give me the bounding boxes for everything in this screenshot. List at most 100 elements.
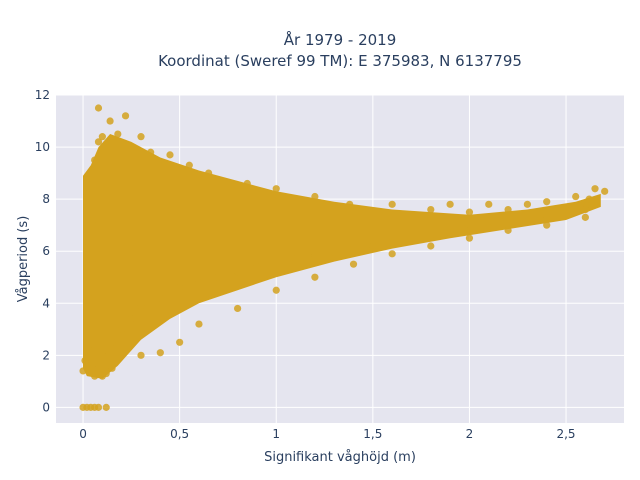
data-point [79,367,87,375]
data-point [311,192,319,201]
data-point [121,112,130,120]
y-tick-label: 6 [42,244,50,258]
data-point [427,205,435,214]
y-tick-label: 2 [42,348,50,362]
data-point [585,195,593,203]
data-point [591,185,599,193]
data-point [346,200,354,208]
data-point [311,273,319,281]
data-point [156,294,164,302]
data-point [89,260,97,268]
data-point [446,229,454,237]
data-point [504,226,512,234]
data-point [102,148,110,156]
data-point [185,161,193,169]
data-point [388,238,396,246]
y-axis-title: Vågperiod (s) [16,216,31,303]
data-point [446,200,454,208]
data-point [407,235,416,244]
data-point [108,364,116,372]
data-point [85,294,93,302]
data-point [234,268,242,276]
data-point [89,216,97,224]
data-point [504,205,512,214]
data-point [87,174,95,182]
data-point [272,286,280,294]
data-point [272,185,280,193]
data-points [79,104,609,411]
data-point [176,284,184,292]
data-point [102,369,110,378]
data-point [85,346,93,354]
data-point [465,226,474,234]
data-point [581,205,589,214]
data-point [427,231,435,240]
x-tick-label: 0,5 [170,427,189,441]
x-tick-label: 0 [79,427,87,441]
data-point [98,133,106,141]
data-point [214,273,222,281]
data-point [465,208,474,216]
data-point [388,200,396,208]
data-point [601,187,609,195]
data-point [388,250,396,258]
data-point [118,325,126,333]
data-point [89,364,97,372]
data-point [523,200,532,208]
x-tick-labels: 0 0,5 1 1,5 2 2,5 [79,427,575,441]
y-tick-label: 12 [35,88,50,102]
data-point [205,169,213,177]
data-point [137,302,145,310]
point-cloud-body [83,134,601,379]
data-point [291,255,300,263]
data-point [156,349,164,357]
data-point [83,362,91,370]
data-point [572,192,580,201]
data-point [543,198,551,206]
x-axis-title: Signifikant våghöjd (m) [264,450,416,465]
y-tick-label: 0 [42,400,50,414]
data-point [94,104,103,112]
data-point [349,260,358,268]
chart-title-line1: År 1979 - 2019 [284,30,397,49]
chart-title-line2: Koordinat (Sweref 99 TM): E 375983, N 61… [158,52,522,70]
data-point [83,325,91,333]
data-point [243,179,251,188]
data-point [195,320,203,328]
data-point [485,224,493,232]
y-tick-label: 4 [42,296,50,310]
data-point [253,263,261,271]
data-point [137,351,145,359]
data-point [543,221,551,229]
data-point [504,221,512,229]
data-point [562,211,570,219]
x-tick-label: 2,5 [556,427,575,441]
data-point [137,133,145,141]
data-point [98,351,106,359]
data-point [272,258,280,266]
data-point [106,117,114,125]
data-point [83,273,91,281]
data-point [427,242,435,250]
data-point [465,234,474,242]
data-point [108,338,116,346]
data-point [543,215,551,223]
data-point [85,239,93,247]
data-point [195,278,203,287]
data-point [330,248,338,257]
x-tick-label: 2 [466,427,474,441]
data-point [349,244,358,253]
data-point [127,315,135,323]
data-point [485,200,493,208]
data-point [147,148,155,156]
data-point [234,304,242,313]
data-point [94,138,103,146]
data-point [311,251,319,259]
data-point [369,242,377,250]
y-tick-labels: 0 2 4 6 8 10 12 [35,88,50,414]
data-point [523,217,532,225]
data-point [102,403,110,411]
y-tick-label: 8 [42,192,50,206]
data-point [94,403,103,411]
